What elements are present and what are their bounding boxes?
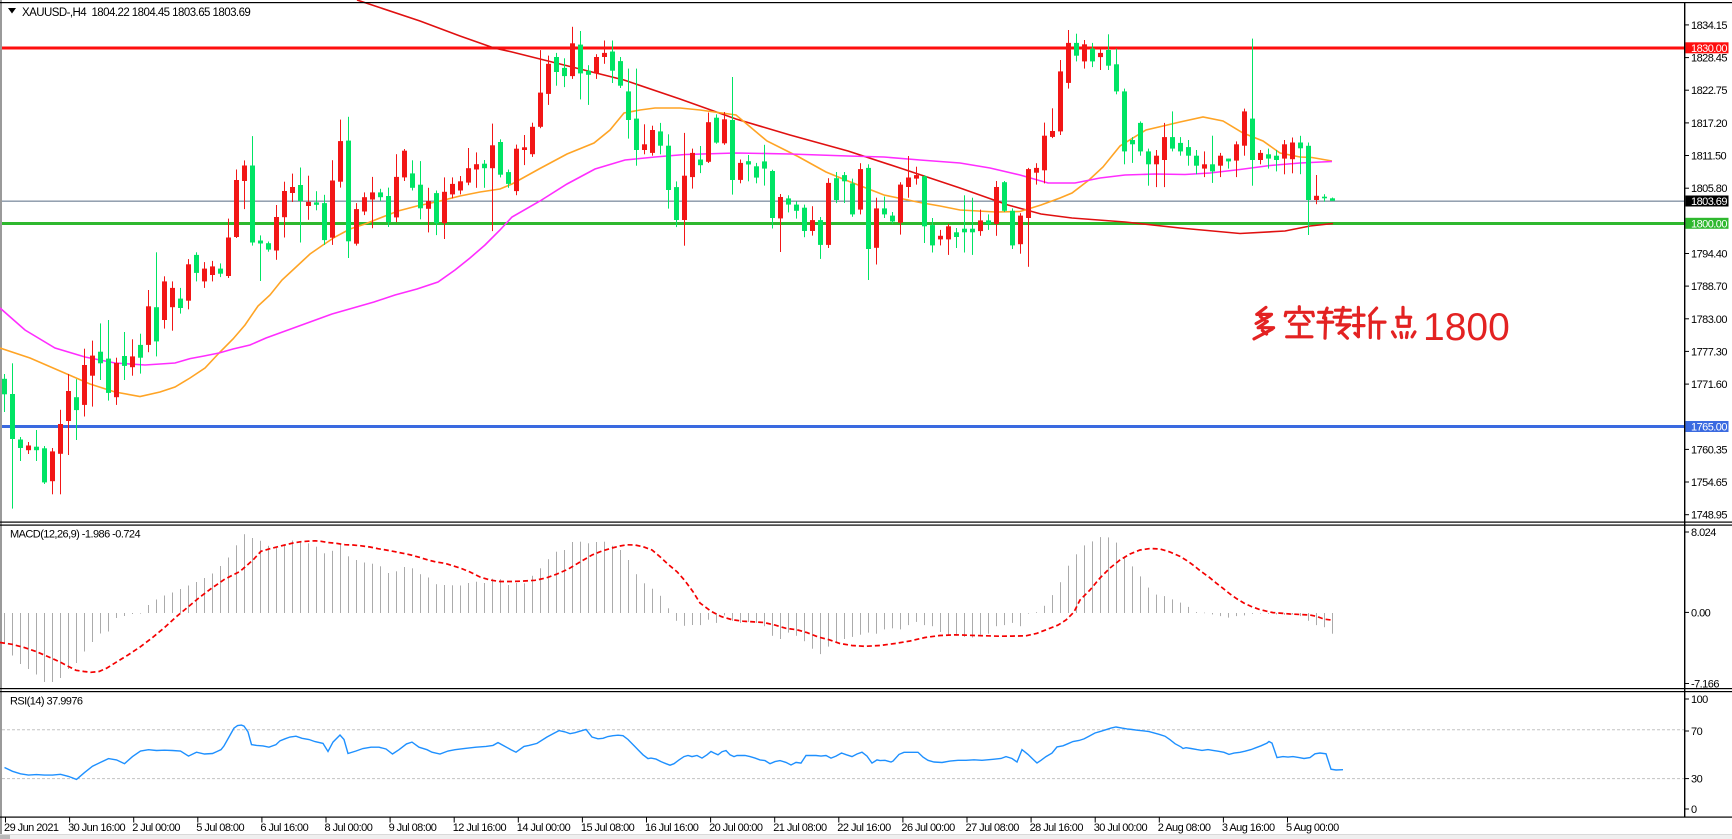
svg-text:30: 30 — [1691, 774, 1703, 786]
svg-text:1834.15: 1834.15 — [1691, 20, 1727, 32]
svg-text:15 Jul 08:00: 15 Jul 08:00 — [581, 822, 635, 834]
svg-text:1811.50: 1811.50 — [1691, 151, 1727, 163]
svg-text:XAUUSD-,H4 1804.22 1804.45 18: XAUUSD-,H4 1804.22 1804.45 1803.65 1803.… — [22, 7, 250, 19]
svg-text:28 Jul 16:00: 28 Jul 16:00 — [1030, 822, 1084, 834]
svg-text:5 Jul 08:00: 5 Jul 08:00 — [196, 822, 244, 834]
svg-text:8 Jul 00:00: 8 Jul 00:00 — [325, 822, 373, 834]
svg-text:70: 70 — [1691, 726, 1703, 738]
svg-text:5 Aug 00:00: 5 Aug 00:00 — [1286, 822, 1339, 834]
svg-text:16 Jul 16:00: 16 Jul 16:00 — [645, 822, 699, 834]
svg-text:12 Jul 16:00: 12 Jul 16:00 — [453, 822, 507, 834]
svg-text:100: 100 — [1691, 694, 1708, 706]
svg-text:21 Jul 08:00: 21 Jul 08:00 — [773, 822, 827, 834]
svg-text:26 Jul 00:00: 26 Jul 00:00 — [901, 822, 955, 834]
svg-text:0: 0 — [1691, 804, 1697, 816]
svg-text:1803.69: 1803.69 — [1691, 196, 1727, 208]
svg-text:2 Aug 08:00: 2 Aug 08:00 — [1158, 822, 1211, 834]
svg-text:22 Jul 16:00: 22 Jul 16:00 — [837, 822, 891, 834]
svg-text:1817.20: 1817.20 — [1691, 118, 1727, 130]
svg-text:1754.65: 1754.65 — [1691, 477, 1727, 489]
svg-text:1765.00: 1765.00 — [1691, 422, 1727, 434]
svg-text:1777.30: 1777.30 — [1691, 346, 1727, 358]
svg-text:1800.00: 1800.00 — [1691, 218, 1727, 230]
svg-text:8.024: 8.024 — [1691, 527, 1716, 539]
svg-text:30 Jul 00:00: 30 Jul 00:00 — [1094, 822, 1148, 834]
svg-text:1822.75: 1822.75 — [1691, 85, 1727, 97]
svg-text:MACD(12,26,9) -1.986 -0.724: MACD(12,26,9) -1.986 -0.724 — [10, 529, 140, 541]
svg-text:1800: 1800 — [1423, 306, 1510, 349]
svg-text:-7.166: -7.166 — [1691, 679, 1719, 691]
svg-text:30 Jun 16:00: 30 Jun 16:00 — [68, 822, 125, 834]
svg-text:1771.60: 1771.60 — [1691, 379, 1727, 391]
svg-text:1805.80: 1805.80 — [1691, 183, 1727, 195]
svg-text:2 Jul 00:00: 2 Jul 00:00 — [132, 822, 180, 834]
svg-text:1794.40: 1794.40 — [1691, 249, 1727, 261]
svg-text:1760.35: 1760.35 — [1691, 444, 1727, 456]
svg-text:29 Jun 2021: 29 Jun 2021 — [4, 822, 59, 834]
svg-text:RSI(14) 37.9976: RSI(14) 37.9976 — [10, 696, 83, 708]
svg-text:1828.45: 1828.45 — [1691, 53, 1727, 65]
svg-text:0.00: 0.00 — [1691, 607, 1711, 619]
svg-text:1788.70: 1788.70 — [1691, 281, 1727, 293]
svg-text:6 Jul 16:00: 6 Jul 16:00 — [260, 822, 308, 834]
svg-text:20 Jul 00:00: 20 Jul 00:00 — [709, 822, 763, 834]
svg-text:27 Jul 08:00: 27 Jul 08:00 — [966, 822, 1020, 834]
svg-text:1830.00: 1830.00 — [1691, 43, 1727, 55]
svg-text:1783.00: 1783.00 — [1691, 314, 1727, 326]
svg-text:14 Jul 00:00: 14 Jul 00:00 — [517, 822, 571, 834]
svg-text:9 Jul 08:00: 9 Jul 08:00 — [389, 822, 437, 834]
svg-text:1748.95: 1748.95 — [1691, 510, 1727, 522]
svg-text:3 Aug 16:00: 3 Aug 16:00 — [1222, 822, 1275, 834]
